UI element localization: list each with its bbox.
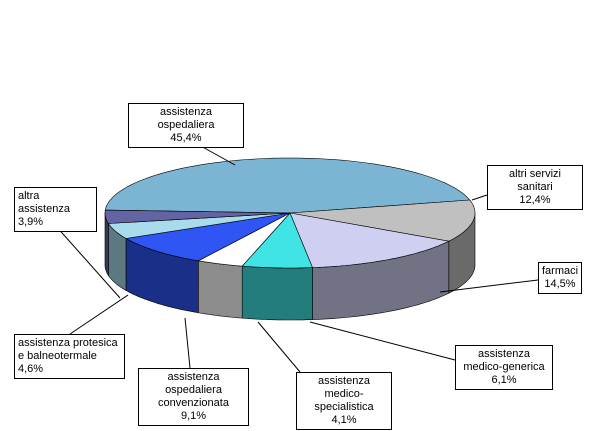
value-label: 4,6% (18, 363, 44, 375)
slice-side (198, 260, 243, 319)
leader-line (54, 224, 121, 299)
leader-line (257, 321, 301, 373)
slice (289, 199, 476, 242)
slice-label: altri servizi sanitari 12,4% (487, 165, 583, 210)
leader-line (309, 321, 456, 361)
value-label: 3,9% (18, 216, 44, 228)
value-label: 9,1% (180, 410, 207, 422)
slice-label: assistenza ospedaliera 45,4% (128, 103, 244, 148)
slice-side (241, 265, 313, 321)
slice (104, 209, 291, 224)
slice (104, 157, 471, 214)
category-name: assistenza medico-generica (463, 348, 545, 373)
value-label: 12,4% (519, 194, 551, 206)
category-name: assistenza ospedaliera (157, 106, 215, 131)
slice-label: altra assistenza 3,9% (14, 187, 97, 232)
slice (289, 212, 450, 268)
value-label: 45,4% (170, 132, 202, 144)
category-name: assistenza protesica e balneotermale (18, 337, 118, 362)
category-name: farmaci (542, 265, 579, 277)
category-name: assistenza medico-specialistica (314, 375, 374, 413)
leader-line (69, 294, 129, 335)
leader-line (439, 279, 539, 293)
slice-label: assistenza medico-generica 6,1% (455, 345, 553, 390)
category-name: assistenza ospedaliera convenzionata (158, 371, 229, 409)
value-label: 6,1% (491, 374, 517, 386)
slice-label: assistenza medico-specialistica 4,1% (296, 372, 392, 430)
category-name: altri servizi sanitari (509, 168, 561, 193)
value-label: 4,1% (331, 414, 357, 426)
category-name: altra assistenza (18, 190, 70, 215)
leader-line (471, 194, 488, 201)
slice-label: farmaci 14,5% (538, 262, 582, 294)
slice (107, 212, 291, 239)
slice (125, 212, 291, 262)
value-label: 14,5% (544, 278, 576, 290)
slice-label: assistenza protesica e balneotermale 4,6% (14, 334, 125, 379)
leader-line (184, 317, 191, 369)
slice (197, 212, 291, 267)
slice-label: assistenza ospedaliera convenzionata 9,1% (138, 368, 249, 426)
slice (241, 212, 313, 269)
